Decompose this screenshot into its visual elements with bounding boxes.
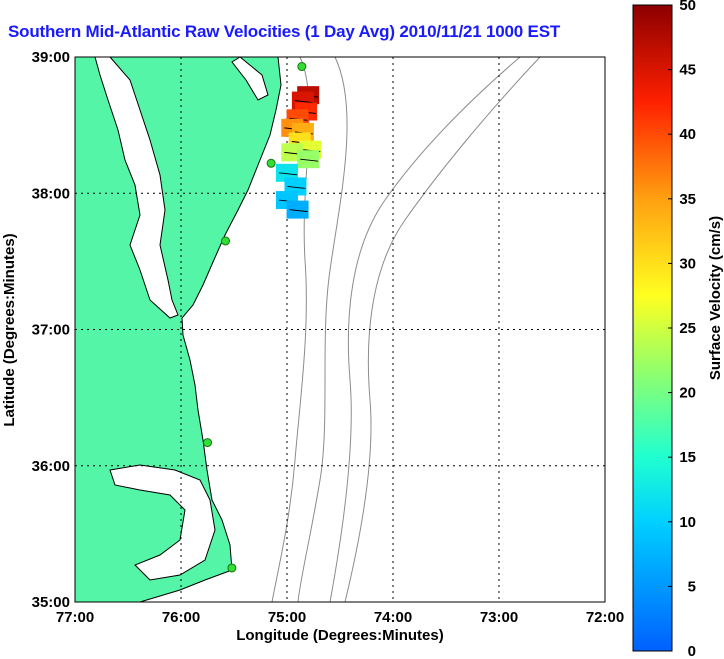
- radar-stations: [203, 62, 307, 573]
- x-axis-label: Longitude (Degrees:Minutes): [236, 627, 444, 644]
- y-tick-label: 36:00: [32, 458, 70, 475]
- velocity-field: [276, 86, 322, 219]
- colorbar-tick-label: 0: [688, 643, 696, 659]
- station-marker: [266, 158, 276, 168]
- colorbar: [632, 4, 673, 652]
- colorbar-tick-label: 15: [679, 449, 696, 466]
- colorbar-tick-label: 40: [679, 126, 696, 143]
- x-tick-label: 75:00: [268, 609, 306, 626]
- x-tick-label: 77:00: [56, 609, 94, 626]
- station-marker: [221, 236, 231, 246]
- pamlico-sound: [109, 464, 216, 581]
- velocity-cell: [286, 200, 309, 219]
- colorbar-tick-label: 20: [679, 385, 696, 402]
- y-tick-label: 39:00: [32, 49, 70, 66]
- y-axis-label: Latitude (Degrees:Minutes): [1, 233, 18, 426]
- station-marker: [227, 563, 237, 573]
- chesapeake-bay: [94, 56, 179, 319]
- velocity-arrow: [287, 185, 306, 189]
- depth-contour: [329, 56, 521, 603]
- velocity-cell: [284, 177, 307, 196]
- y-tick-label: 37:00: [32, 322, 70, 339]
- x-tick-label: 73:00: [480, 609, 518, 626]
- velocity-cell: [297, 150, 320, 169]
- map-title: Southern Mid-Atlantic Raw Velocities (1 …: [8, 22, 561, 41]
- colorbar-tick-label: 45: [679, 62, 696, 79]
- y-tick-label: 38:00: [32, 185, 70, 202]
- x-tick-label: 72:00: [586, 609, 624, 626]
- colorbar-tick-label: 35: [679, 191, 696, 208]
- plot-frame: [74, 56, 606, 603]
- velocity-cell: [276, 163, 298, 182]
- velocity-arrow: [300, 158, 319, 162]
- y-tick-label: 35:00: [32, 594, 70, 611]
- delaware-bay: [231, 56, 269, 101]
- x-tick-label: 76:00: [162, 609, 200, 626]
- depth-contour: [297, 56, 348, 603]
- station-marker: [297, 62, 307, 72]
- velocity-arrow: [289, 209, 308, 213]
- depth-contour: [344, 56, 541, 603]
- colorbar-tick-label: 50: [679, 0, 696, 14]
- colorbar-tick-label: 30: [679, 255, 696, 272]
- colorbar-tick-label: 5: [688, 578, 696, 595]
- station-marker: [203, 438, 212, 448]
- y-tick-labels: 39:00 38:00 37:00 36:00 35:00: [32, 49, 70, 611]
- colorbar-tick-label: 25: [679, 320, 696, 337]
- colorbar-label: Surface Velocity (cm/s): [707, 216, 724, 380]
- velocity-arrow: [294, 100, 313, 104]
- colorbar-tick-label: 10: [679, 514, 696, 531]
- x-tick-label: 74:00: [374, 609, 412, 626]
- x-tick-labels: 77:00 76:00 75:00 74:00 73:00 72:00: [56, 609, 624, 626]
- velocity-arrow: [278, 172, 298, 176]
